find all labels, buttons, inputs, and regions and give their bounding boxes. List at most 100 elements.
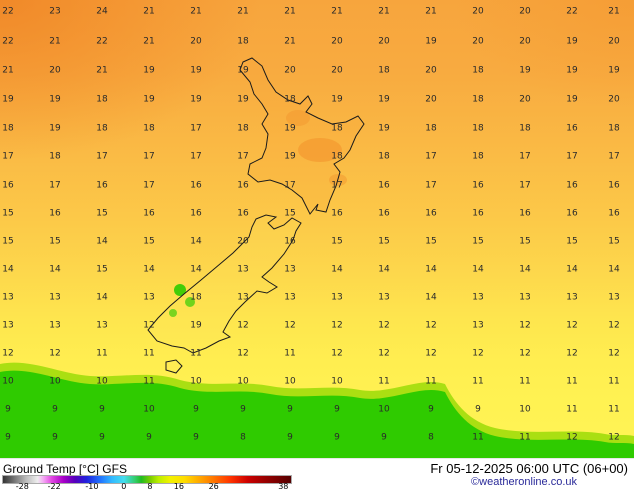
temp-value: 9 (99, 404, 105, 415)
copyright-link[interactable]: ©weatheronline.co.uk (471, 476, 577, 488)
temp-value: 17 (425, 180, 437, 191)
temp-value: 21 (49, 36, 61, 47)
temp-value: 19 (378, 94, 390, 105)
forecast-datetime: Fr 05-12-2025 06:00 UTC (06+00) (430, 461, 628, 476)
temp-value: 10 (96, 376, 108, 387)
temp-value: 17 (608, 151, 620, 162)
temp-value: 19 (190, 320, 202, 331)
temp-value: 11 (96, 348, 108, 359)
temp-value: 13 (472, 320, 484, 331)
temp-value: 16 (190, 180, 202, 191)
temp-value: 10 (331, 376, 343, 387)
temp-value: 16 (566, 208, 578, 219)
temp-value: 15 (331, 236, 343, 247)
nz-south-island (147, 214, 302, 354)
temp-value: 16 (331, 208, 343, 219)
temp-value: 21 (284, 6, 296, 17)
temp-value: 19 (190, 94, 202, 105)
warm-patch (286, 110, 310, 126)
temp-value: 22 (96, 36, 108, 47)
temp-value: 21 (143, 36, 155, 47)
temp-value: 14 (608, 264, 620, 275)
temp-value: 13 (331, 292, 343, 303)
temp-value: 10 (2, 376, 14, 387)
temp-value: 16 (425, 208, 437, 219)
scale-tick: -22 (47, 482, 61, 490)
temp-value: 10 (143, 404, 155, 415)
temp-value: 20 (331, 65, 343, 76)
scale-tick: 0 (121, 482, 127, 490)
temp-value: 18 (472, 123, 484, 134)
temp-value: 21 (143, 6, 155, 17)
temp-value: 18 (143, 123, 155, 134)
temp-value: 23 (49, 6, 61, 17)
temp-value: 15 (519, 236, 531, 247)
map-overlay (0, 57, 634, 458)
temp-value: 15 (143, 236, 155, 247)
temp-value: 10 (519, 404, 531, 415)
temp-value: 19 (566, 65, 578, 76)
temp-value: 11 (608, 404, 620, 415)
temp-value: 20 (425, 65, 437, 76)
temp-value: 16 (237, 208, 249, 219)
cold-region (0, 370, 634, 458)
temp-value: 19 (49, 94, 61, 105)
temp-value: 8 (240, 432, 246, 443)
temp-value: 20 (472, 6, 484, 17)
temp-value: 9 (52, 432, 58, 443)
temp-value: 15 (2, 236, 14, 247)
temp-value: 19 (378, 123, 390, 134)
temp-value: 12 (378, 320, 390, 331)
temp-value: 13 (237, 264, 249, 275)
temp-value: 17 (96, 151, 108, 162)
temp-value: 9 (334, 404, 340, 415)
scale-tick: -28 (15, 482, 29, 490)
temp-value: 12 (331, 348, 343, 359)
temp-value: 13 (566, 292, 578, 303)
temp-value: 19 (143, 65, 155, 76)
temp-value: 9 (287, 432, 293, 443)
temp-value: 12 (425, 320, 437, 331)
temp-value: 14 (566, 264, 578, 275)
temp-value: 14 (331, 264, 343, 275)
temp-value: 14 (519, 264, 531, 275)
temp-value: 21 (237, 6, 249, 17)
temp-value: 12 (566, 348, 578, 359)
temp-value: 22 (2, 6, 14, 17)
temp-value: 19 (566, 36, 578, 47)
temp-value: 12 (237, 320, 249, 331)
temp-value: 15 (2, 208, 14, 219)
temp-value: 12 (2, 348, 14, 359)
temp-value: 13 (49, 292, 61, 303)
temp-value: 19 (331, 94, 343, 105)
temp-value: 13 (96, 320, 108, 331)
scale-ticks: -28 -22 -10 0 8 16 26 38 (2, 483, 292, 490)
temp-value: 9 (334, 432, 340, 443)
temp-value: 18 (608, 123, 620, 134)
temp-value: 11 (472, 432, 484, 443)
temp-value: 20 (519, 6, 531, 17)
temp-value: 24 (96, 6, 108, 17)
temp-value: 9 (428, 404, 434, 415)
temp-value: 16 (378, 180, 390, 191)
temp-value: 9 (5, 432, 11, 443)
temp-value: 14 (378, 264, 390, 275)
scale-tick: 8 (147, 482, 153, 490)
temp-value: 16 (284, 236, 296, 247)
temp-value: 18 (425, 123, 437, 134)
temp-value: 17 (49, 180, 61, 191)
temperature-grid: 22 23 24 21 21 21 21 21 21 21 20 20 22 21 22 21 22 21 20 18… (2, 6, 620, 443)
temp-value: 20 (472, 36, 484, 47)
temp-value: 21 (2, 65, 14, 76)
temp-value: 12 (608, 432, 620, 443)
temp-value: 9 (240, 404, 246, 415)
temp-value: 14 (190, 264, 202, 275)
temp-value: 17 (237, 151, 249, 162)
temp-value: 10 (237, 376, 249, 387)
temp-value: 13 (608, 292, 620, 303)
temp-value: 11 (519, 432, 531, 443)
temp-value: 18 (2, 123, 14, 134)
temp-value: 12 (49, 348, 61, 359)
temp-value: 17 (519, 151, 531, 162)
temp-value: 17 (566, 151, 578, 162)
